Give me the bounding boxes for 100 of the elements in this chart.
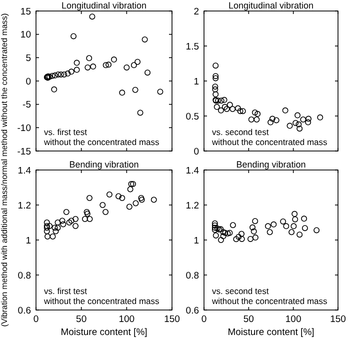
- point: [89, 14, 96, 20]
- point: [124, 64, 130, 70]
- point: [221, 96, 228, 103]
- y-tick-label: 0.8: [18, 270, 31, 282]
- point: [60, 221, 66, 228]
- point: [106, 62, 112, 68]
- point: [214, 225, 220, 232]
- point: [292, 210, 298, 217]
- point: [212, 86, 218, 92]
- point: [286, 122, 293, 129]
- point: [150, 196, 157, 203]
- point: [296, 126, 303, 132]
- point: [212, 91, 219, 98]
- point: [102, 209, 109, 215]
- chart-title: Bending vibration: [236, 160, 306, 170]
- y-tick-label: -10: [17, 123, 31, 134]
- point: [52, 228, 59, 234]
- point: [44, 234, 51, 240]
- point: [248, 116, 254, 122]
- point: [64, 70, 71, 77]
- annotation: vs. first test without the concentrated mass: [43, 286, 160, 306]
- point: [72, 223, 79, 229]
- point: [212, 222, 218, 228]
- point: [59, 218, 66, 224]
- point: [138, 196, 145, 203]
- point: [66, 220, 72, 226]
- y-tick-label: 1.2: [186, 200, 199, 212]
- y-tick-label: 1: [26, 235, 31, 246]
- point: [74, 66, 80, 73]
- point: [82, 216, 88, 222]
- point: [218, 98, 224, 104]
- y-tick-label: 10: [20, 30, 31, 41]
- y-tick-label: 1.5: [186, 41, 199, 52]
- point: [296, 121, 302, 128]
- point: [86, 55, 92, 62]
- y-tick-label: 1.2: [18, 200, 31, 212]
- point: [132, 200, 139, 206]
- y-tick-label: 0.6: [18, 305, 31, 316]
- x-tick-label: 150: [330, 314, 346, 325]
- point: [44, 223, 50, 229]
- point: [134, 58, 141, 65]
- point: [306, 116, 312, 122]
- y-tick-label: 1: [194, 235, 199, 246]
- point: [220, 233, 226, 240]
- point: [236, 234, 242, 240]
- point: [212, 232, 219, 238]
- point: [294, 112, 301, 118]
- point: [137, 110, 144, 116]
- x-tick-label: 100: [285, 314, 302, 325]
- point: [84, 64, 91, 70]
- y-tick-label: 1: [194, 76, 199, 88]
- point: [44, 224, 50, 231]
- point: [132, 86, 138, 93]
- point: [301, 216, 308, 222]
- point: [68, 218, 74, 224]
- point: [222, 230, 228, 236]
- point: [250, 224, 256, 230]
- point: [252, 110, 258, 116]
- x-tick-label: 50: [76, 314, 87, 325]
- point: [317, 114, 324, 120]
- point: [126, 204, 132, 210]
- point: [130, 62, 137, 68]
- point: [302, 225, 308, 232]
- point: [63, 209, 70, 215]
- point: [270, 221, 277, 228]
- point: [74, 60, 80, 66]
- x-axis-title: Moisture content [%]: [228, 327, 314, 338]
- y-tick-label: 0.8: [186, 270, 199, 282]
- point: [273, 117, 280, 124]
- point: [212, 73, 219, 80]
- point: [296, 232, 303, 238]
- point: [224, 106, 230, 112]
- point: [222, 104, 228, 110]
- point: [218, 107, 224, 114]
- point: [54, 224, 61, 231]
- point: [266, 229, 273, 236]
- point: [61, 71, 68, 78]
- annotation: vs. second test without the concentrated mass: [211, 127, 328, 147]
- x-tick-label: 50: [243, 314, 254, 325]
- point: [142, 36, 148, 42]
- point: [44, 228, 50, 234]
- y-tick-label: 15: [20, 6, 31, 18]
- y-tick-label: -5: [22, 100, 31, 111]
- point: [58, 71, 64, 78]
- point: [264, 223, 271, 230]
- point: [230, 222, 236, 228]
- chart-title: Longitudinal vibration: [228, 0, 314, 10]
- point: [218, 237, 224, 243]
- y-tick-label: 0.5: [186, 111, 199, 122]
- point: [116, 193, 122, 200]
- point: [282, 107, 288, 114]
- point: [250, 228, 257, 234]
- x-axis-title: Moisture content [%]: [60, 327, 148, 338]
- point: [254, 110, 261, 117]
- point: [240, 108, 246, 114]
- point: [212, 75, 219, 82]
- point: [212, 224, 218, 231]
- y-tick-label: 0: [194, 146, 199, 158]
- point: [214, 104, 220, 110]
- annotation: vs. first test without the concentrated mass: [43, 127, 160, 147]
